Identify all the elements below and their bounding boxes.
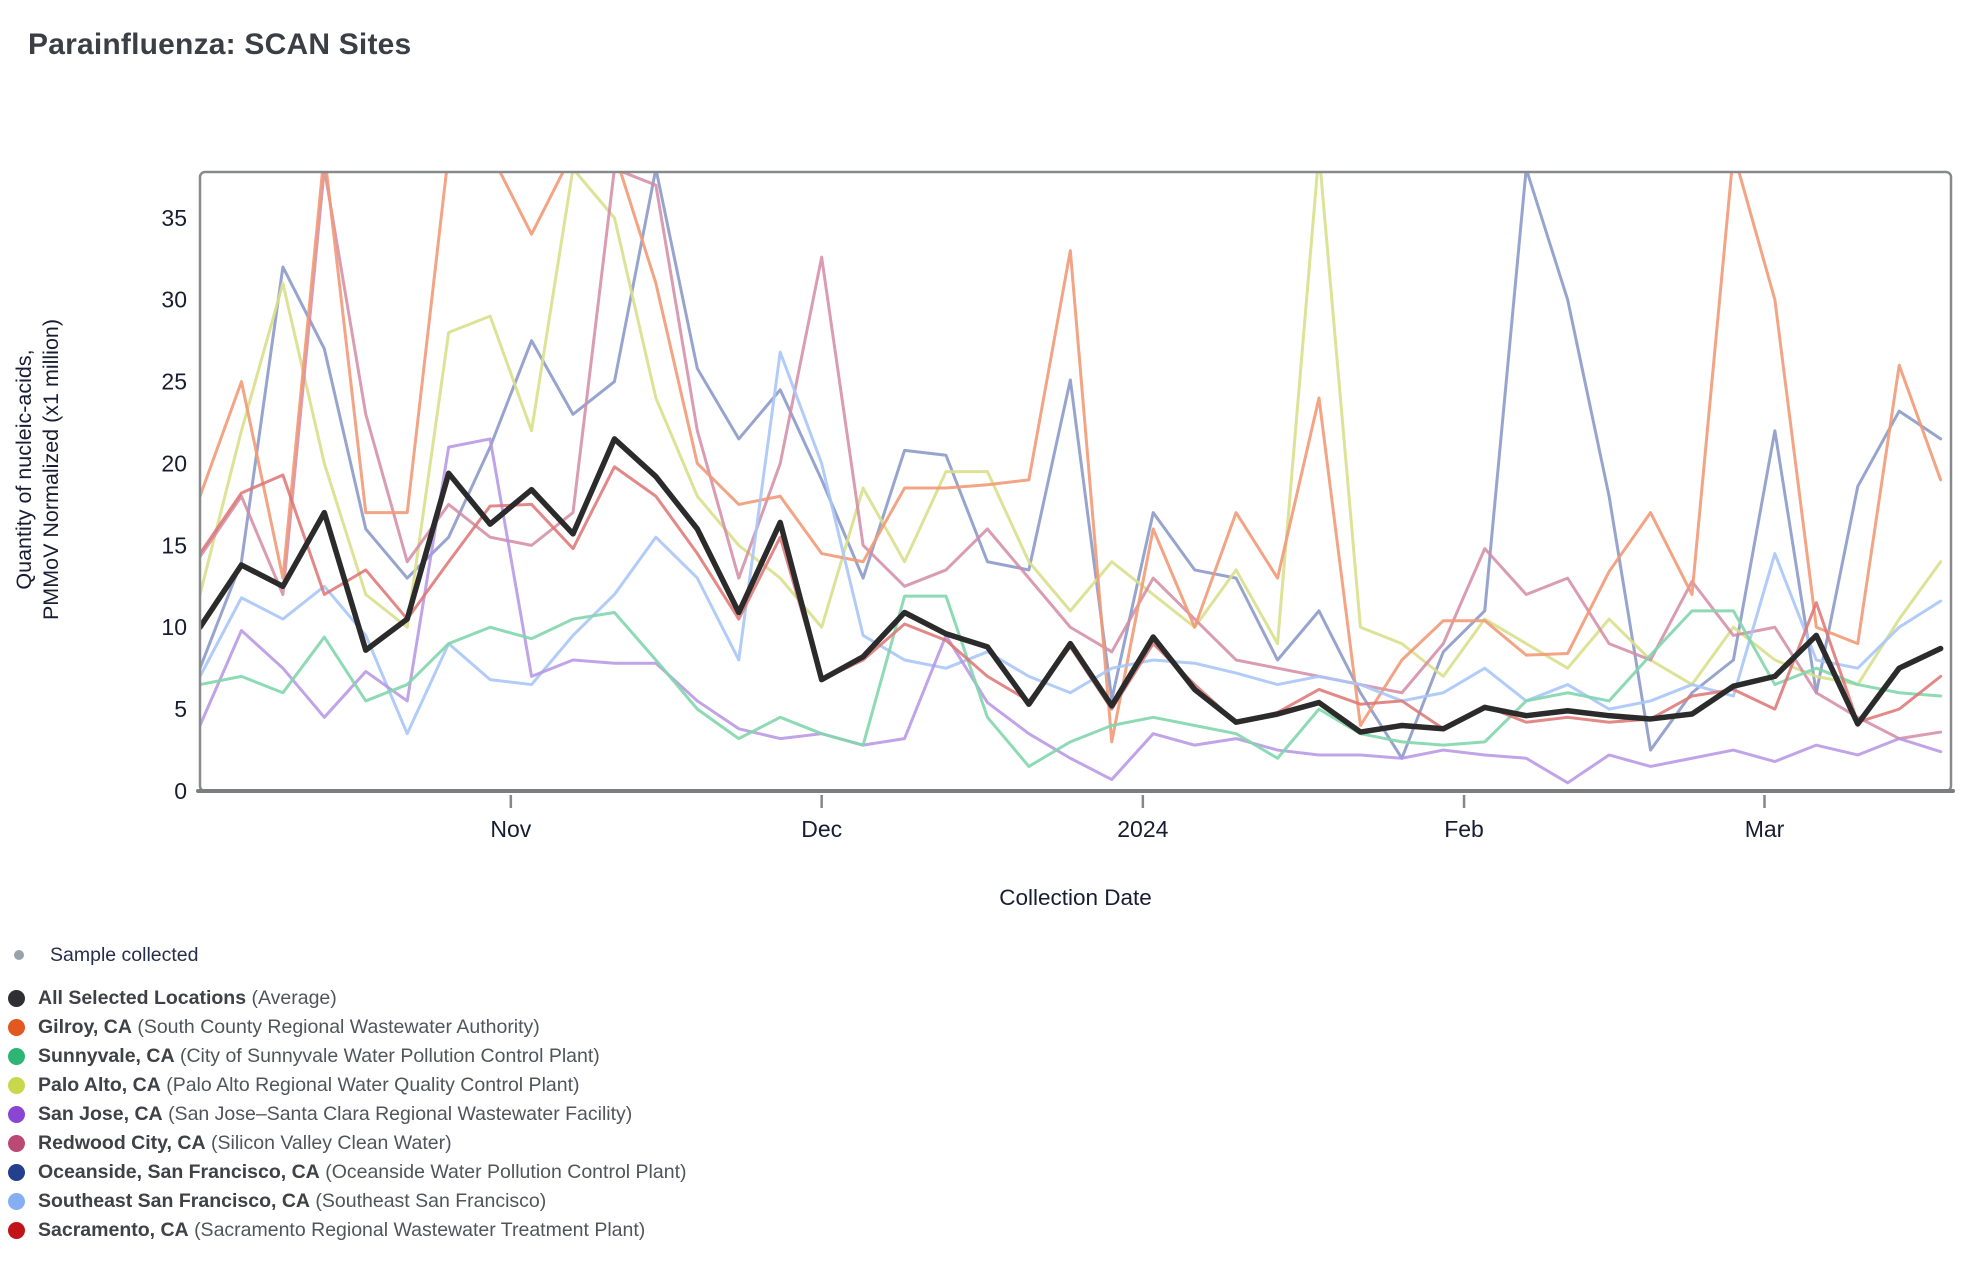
legend-sample-row: Sample collected [8,942,686,968]
legend-item-name: Oceanside, San Francisco, CA [38,1161,320,1183]
x-tick-label: Nov [490,816,531,842]
series-line-southeast_sf [199,350,1943,736]
legend-dot-southeast_sf-icon [8,1193,25,1210]
legend-item-name: Sacramento, CA [38,1219,189,1241]
legend-item-sunnyvale: Sunnyvale, CA (City of Sunnyvale Water P… [8,1042,686,1071]
legend-item-detail: (City of Sunnyvale Water Pollution Contr… [179,1045,600,1067]
legend-item-name: Gilroy, CA [38,1016,132,1038]
x-axis-title: Collection Date [999,885,1152,910]
series-line-san_jose [199,437,1943,785]
legend-item-southeast_sf: Southeast San Francisco, CA (Southeast S… [8,1187,686,1216]
y-tick-label: 25 [161,369,187,395]
legend-dot-average-icon [8,990,25,1007]
legend-item-name: Palo Alto, CA [38,1074,161,1096]
y-tick-label: 15 [161,532,187,558]
legend-dot-sacramento-icon [8,1222,25,1239]
legend-dot-san_jose-icon [8,1106,25,1123]
x-tick-label: 2024 [1117,816,1168,842]
legend-item-san_jose: San Jose, CA (San Jose–Santa Clara Regio… [8,1100,686,1129]
series-lines [199,172,1944,785]
legend: Sample collected All Selected Locations … [8,942,686,1245]
chart-canvas: Nov Dec 2024 Feb Mar 0 5 10 15 20 25 30 35 Quantity… [12,170,1955,910]
legend-item-name: All Selected Locations [38,987,247,1009]
series-line-average [199,436,1944,735]
legend-item-gilroy: Gilroy, CA (South County Regional Wastew… [8,1013,686,1042]
y-tick-label: 0 [174,778,187,804]
legend-item-detail: (San Jose–Santa Clara Regional Wastewate… [168,1103,633,1125]
series-line-redwood_city [199,172,1943,741]
y-axis-title-line1: Quantity of nucleic-acids, [12,349,36,589]
x-tick-label: Feb [1444,816,1484,842]
x-axis-ticks: Nov Dec 2024 Feb Mar [490,795,1785,842]
legend-item-detail: (Average) [251,987,337,1009]
y-tick-label: 20 [161,450,187,476]
series-line-sunnyvale [199,594,1943,768]
legend-item-redwood_city: Redwood City, CA (Silicon Valley Clean W… [8,1129,686,1158]
legend-item-detail: (Southeast San Francisco) [315,1190,547,1212]
legend-item-detail: (Palo Alto Regional Water Quality Contro… [166,1074,580,1096]
legend-item-detail: (South County Regional Wastewater Author… [137,1016,540,1038]
legend-item-average: All Selected Locations (Average) [8,984,686,1013]
legend-dot-redwood_city-icon [8,1135,25,1152]
y-tick-label: 10 [161,614,187,640]
y-axis-title-line2: PMMoV Normalized (x1 million) [39,319,63,620]
legend-item-palo_alto: Palo Alto, CA (Palo Alto Regional Water … [8,1071,686,1100]
legend-item-detail: (Silicon Valley Clean Water) [210,1132,452,1154]
legend-dot-sunnyvale-icon [8,1048,25,1065]
y-tick-label: 35 [161,205,187,231]
y-axis-ticks: 0 5 10 15 20 25 30 35 [161,205,187,804]
legend-sample-label: Sample collected [50,943,199,966]
series-line-gilroy [199,172,1943,744]
y-tick-label: 5 [174,696,187,722]
legend-item-sacramento: Sacramento, CA (Sacramento Regional Wast… [8,1216,686,1245]
legend-dot-oceanside-icon [8,1164,25,1181]
page-title: Parainfluenza: SCAN Sites [28,28,412,61]
legend-item-name: San Jose, CA [38,1103,163,1125]
x-tick-label: Dec [801,816,842,842]
legend-item-name: Sunnyvale, CA [38,1045,175,1067]
legend-dot-gilroy-icon [8,1019,25,1036]
legend-items: All Selected Locations (Average) Gilroy, … [8,984,686,1245]
legend-item-name: Southeast San Francisco, CA [38,1190,310,1212]
sample-collected-dot-icon [14,950,24,960]
legend-item-detail: (Sacramento Regional Wastewater Treatmen… [194,1219,646,1241]
legend-item-name: Redwood City, CA [38,1132,206,1154]
x-tick-label: Mar [1745,816,1785,842]
legend-dot-palo_alto-icon [8,1077,25,1094]
y-tick-label: 30 [161,287,187,313]
legend-item-detail: (Oceanside Water Pollution Control Plant… [325,1161,687,1183]
legend-item-oceanside: Oceanside, San Francisco, CA (Oceanside … [8,1158,686,1187]
